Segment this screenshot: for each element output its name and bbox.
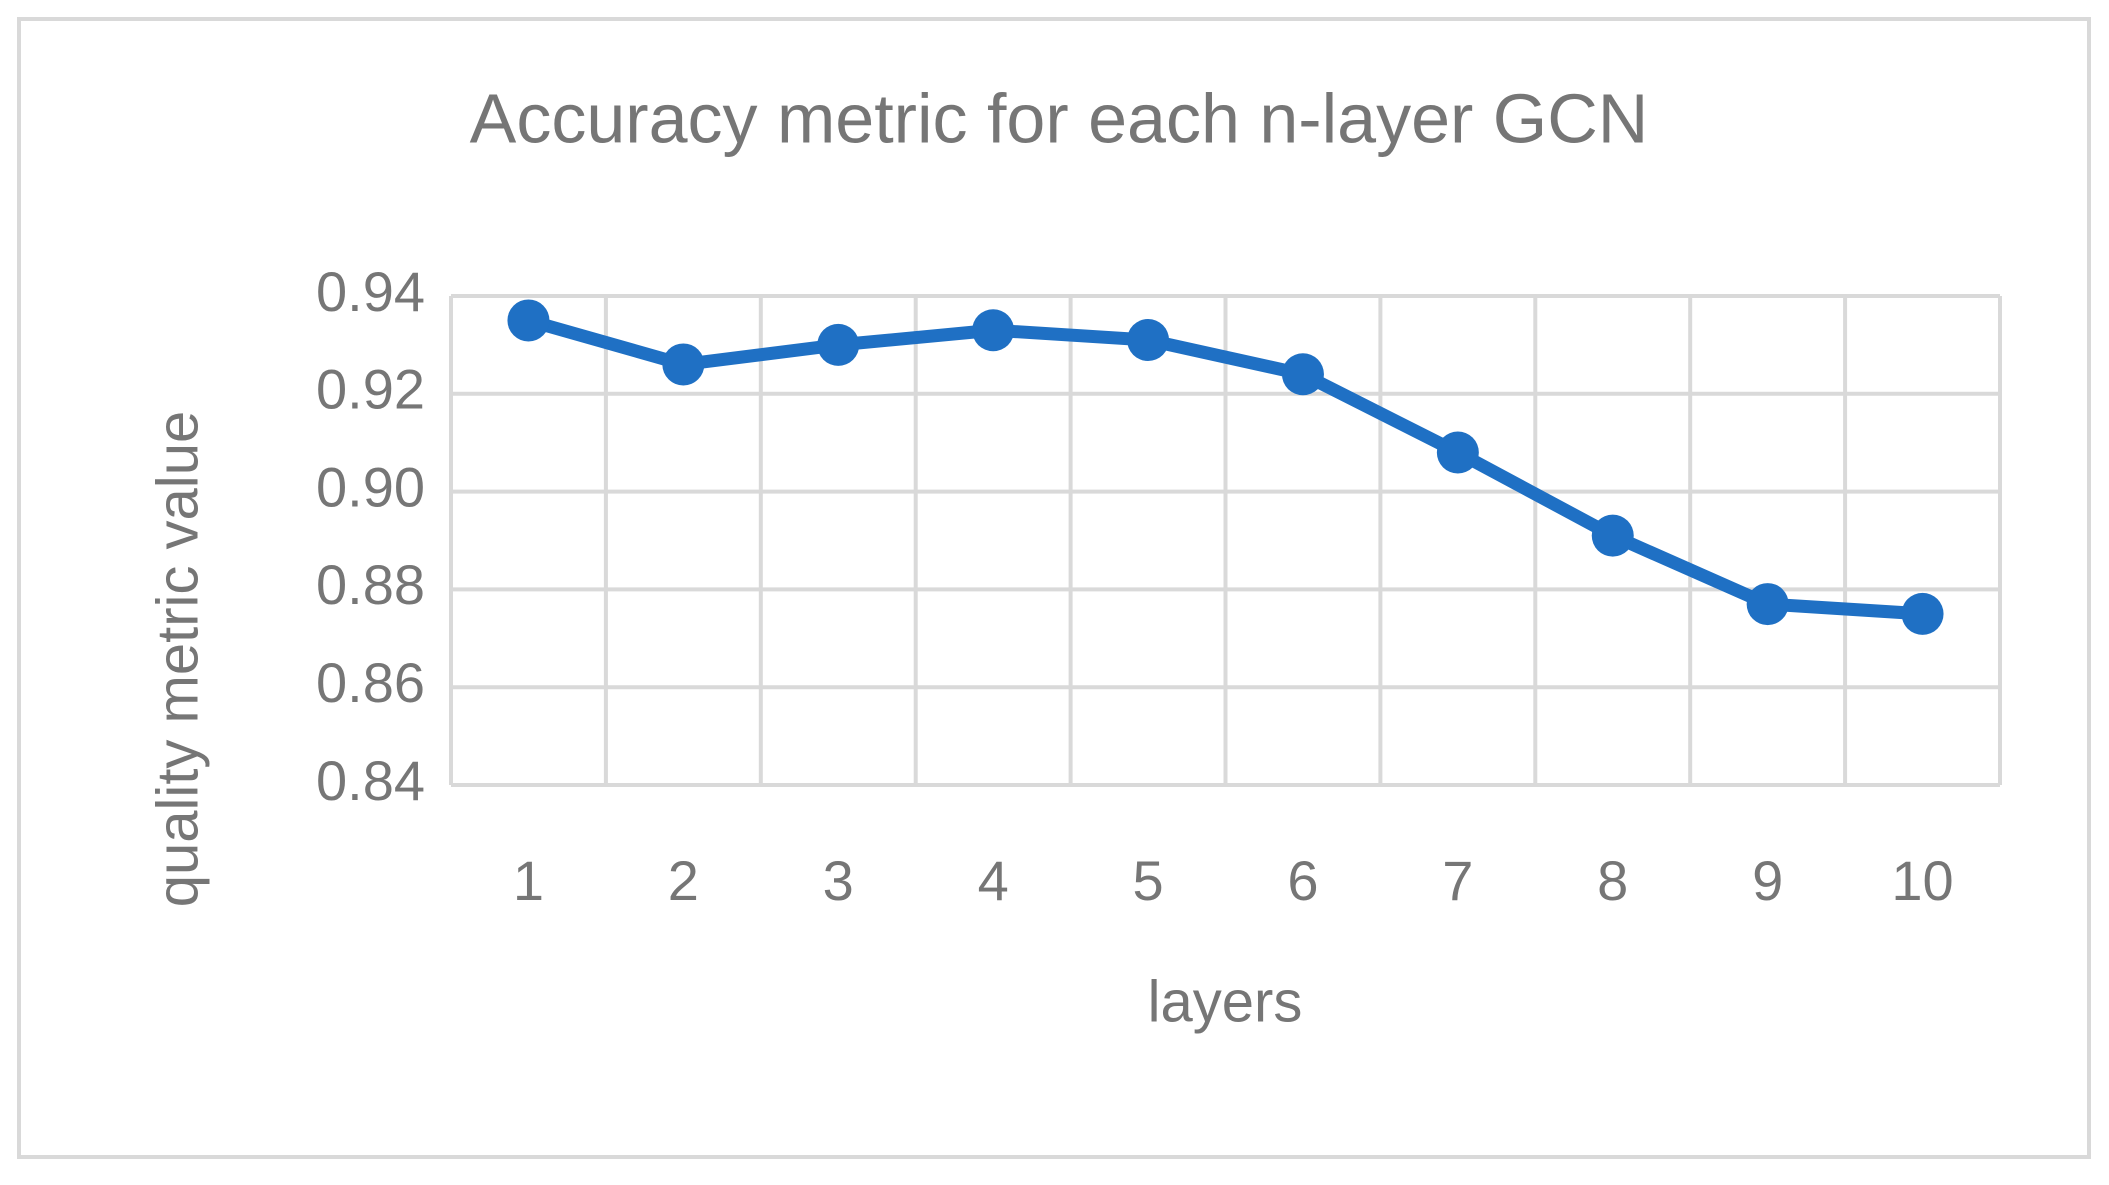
marker bbox=[1281, 353, 1324, 396]
marker bbox=[972, 309, 1015, 352]
y-tick-label: 0.84 bbox=[316, 749, 425, 812]
y-tick-label: 0.92 bbox=[316, 358, 425, 421]
x-tick-label: 8 bbox=[1597, 849, 1628, 912]
marker bbox=[507, 299, 550, 342]
line bbox=[526, 314, 1923, 621]
x-tick-label: 5 bbox=[1132, 849, 1163, 912]
x-tick-label: 10 bbox=[1891, 849, 1953, 912]
marker bbox=[1591, 514, 1634, 557]
y-axis-title: quality metric value bbox=[145, 411, 210, 907]
x-tick-label: 6 bbox=[1287, 849, 1318, 912]
y-tick-label: 0.86 bbox=[316, 651, 425, 714]
y-tick-label: 0.94 bbox=[316, 260, 425, 323]
marker bbox=[1746, 583, 1789, 626]
x-tick-label: 4 bbox=[978, 849, 1009, 912]
marker bbox=[662, 343, 705, 386]
chart-title: Accuracy metric for each n-layer GCN bbox=[470, 79, 1649, 157]
x-axis-title: layers bbox=[1148, 969, 1303, 1034]
y-tick-label: 0.88 bbox=[316, 553, 425, 616]
x-tick-label: 3 bbox=[823, 849, 854, 912]
x-tick-label: 7 bbox=[1442, 849, 1473, 912]
y-tick-label: 0.90 bbox=[316, 455, 425, 518]
marker bbox=[817, 323, 860, 366]
x-tick-label: 2 bbox=[668, 849, 699, 912]
marker bbox=[1901, 592, 1944, 635]
x-tick-label: 9 bbox=[1752, 849, 1783, 912]
x-tick-label: 1 bbox=[513, 849, 544, 912]
marker bbox=[1127, 319, 1170, 362]
marker bbox=[1436, 431, 1479, 474]
